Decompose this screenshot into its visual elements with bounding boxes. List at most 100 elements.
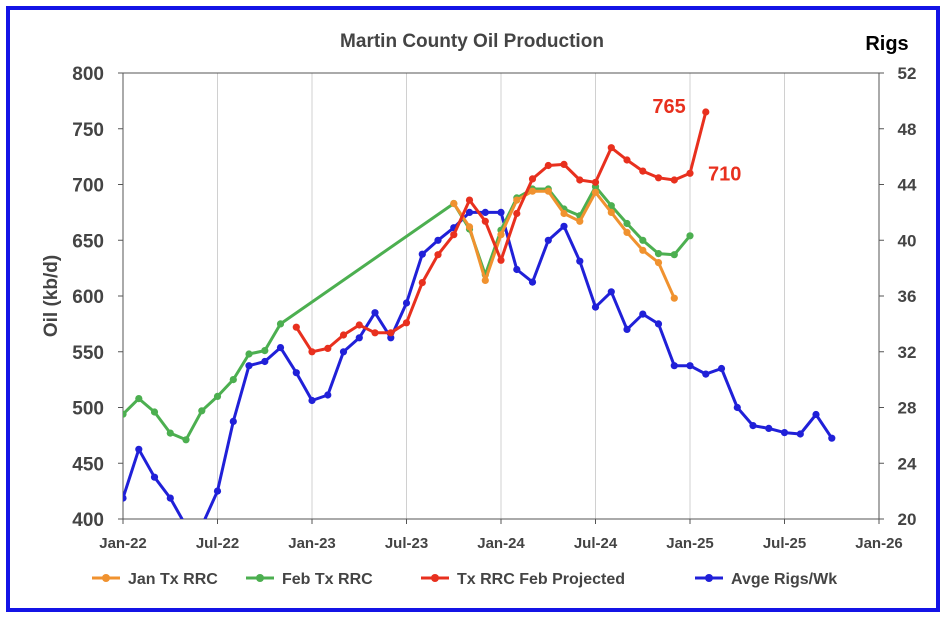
data-point <box>717 364 726 373</box>
data-point <box>623 325 631 333</box>
data-point <box>465 223 474 231</box>
y-tick-label: 800 <box>72 64 104 85</box>
data-point <box>576 217 584 225</box>
data-point <box>560 222 568 230</box>
data-point <box>560 209 568 218</box>
data-point <box>324 391 332 399</box>
legend-swatch-marker <box>256 574 264 582</box>
data-point <box>355 334 363 342</box>
y-tick-label: 700 <box>72 176 104 197</box>
data-point <box>434 251 442 259</box>
data-point <box>607 288 615 296</box>
data-point <box>686 362 694 370</box>
data-point <box>371 329 379 337</box>
data-point <box>481 276 489 284</box>
data-point <box>780 429 789 437</box>
legend-swatch-marker <box>431 574 439 582</box>
data-point <box>292 323 300 331</box>
legend-swatch-marker <box>705 574 713 582</box>
data-point <box>623 228 631 236</box>
data-point <box>229 417 237 425</box>
data-point <box>135 445 143 453</box>
legend-label: Tx RRC Feb Projected <box>457 571 625 588</box>
data-point <box>245 362 253 370</box>
data-point <box>812 410 820 419</box>
data-point <box>450 199 458 208</box>
data-point <box>182 436 190 444</box>
y2-tick-label: 36 <box>898 287 917 306</box>
data-point <box>150 408 159 416</box>
data-point <box>213 487 222 495</box>
y-axis-title: Oil (kb/d) <box>41 255 62 337</box>
y2-tick-label: 24 <box>898 454 917 473</box>
data-point <box>576 176 584 184</box>
data-point <box>324 344 332 352</box>
x-tick-label: Jan-25 <box>666 535 714 552</box>
data-point <box>308 348 316 356</box>
data-point <box>339 331 348 339</box>
data-point <box>166 429 174 437</box>
y2-tick-label: 20 <box>898 510 917 529</box>
data-point <box>544 187 552 195</box>
y-tick-label: 600 <box>72 287 104 308</box>
y2-tick-label: 28 <box>898 399 917 418</box>
x-tick-label: Jul-24 <box>574 535 618 552</box>
annotation-765: 765 <box>652 96 685 118</box>
data-point <box>654 174 663 182</box>
data-point <box>576 257 584 265</box>
x-tick-label: Jul-22 <box>196 535 239 552</box>
x-tick-label: Jan-22 <box>99 535 147 552</box>
data-point <box>796 430 804 438</box>
series-line-3 <box>123 210 834 519</box>
data-point <box>733 403 741 412</box>
data-point <box>528 187 537 195</box>
legend: Jan Tx RRC Feb Tx RRC Tx RRC Feb Projected… <box>92 571 837 588</box>
data-point <box>339 348 348 356</box>
data-point <box>702 370 710 378</box>
data-point <box>639 310 647 318</box>
data-point <box>123 410 127 418</box>
x-tick-label: Jan-23 <box>288 535 336 552</box>
data-point <box>670 176 678 184</box>
data-point <box>528 175 537 183</box>
data-point <box>623 156 631 164</box>
data-point <box>481 208 489 216</box>
data-point <box>623 219 631 228</box>
data-point <box>150 473 159 481</box>
x-tick-label: Jan-26 <box>855 535 903 552</box>
data-point <box>402 299 411 307</box>
data-point <box>607 144 615 152</box>
chart-title: Martin County Oil Production <box>340 31 604 52</box>
data-point <box>387 334 395 342</box>
data-point <box>513 196 521 204</box>
data-point <box>371 309 379 317</box>
data-point <box>765 424 773 432</box>
data-point <box>123 494 127 502</box>
plot-area <box>123 108 836 529</box>
y-tick-label: 450 <box>72 454 104 475</box>
data-point <box>544 236 552 244</box>
data-point <box>686 232 694 240</box>
y2-tick-label: 52 <box>898 64 917 83</box>
data-point <box>355 321 363 329</box>
data-point <box>292 369 300 377</box>
annotations: 765 710 <box>652 96 741 185</box>
data-point <box>245 350 253 358</box>
data-point <box>591 178 600 186</box>
data-point <box>607 208 615 216</box>
data-point <box>560 160 568 168</box>
data-point <box>135 395 143 403</box>
data-point <box>166 494 174 502</box>
y-tick-label: 650 <box>72 231 104 252</box>
annotation-710: 710 <box>708 163 741 185</box>
data-point <box>497 208 505 216</box>
data-point <box>749 422 757 430</box>
data-point <box>434 236 442 244</box>
data-point <box>198 522 205 529</box>
data-point <box>229 376 237 384</box>
data-point <box>261 347 269 355</box>
y2-tick-label: 32 <box>898 343 917 362</box>
data-point <box>591 303 600 311</box>
data-point <box>670 251 678 259</box>
data-point <box>639 167 647 175</box>
